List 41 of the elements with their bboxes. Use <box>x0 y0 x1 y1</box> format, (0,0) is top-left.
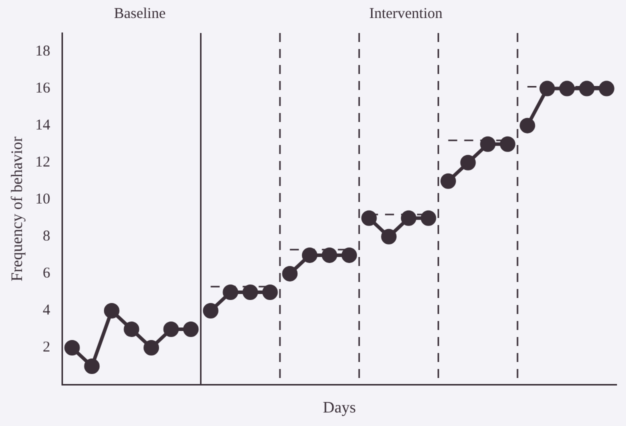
point <box>202 302 218 318</box>
point <box>163 322 179 338</box>
point <box>302 247 318 263</box>
point <box>520 118 536 134</box>
point <box>400 210 416 226</box>
point <box>262 284 278 300</box>
point <box>124 322 140 338</box>
point <box>242 284 258 300</box>
point <box>381 228 397 244</box>
point <box>500 136 516 152</box>
point <box>598 80 614 96</box>
point <box>559 80 575 96</box>
point <box>420 210 436 226</box>
y-axis-title: Frequency of behavior <box>8 136 26 282</box>
point <box>440 173 456 189</box>
y-tick-label: 18 <box>35 43 50 60</box>
y-tick-label: 4 <box>42 302 51 319</box>
point <box>480 136 496 152</box>
point <box>282 266 298 282</box>
point <box>104 302 120 318</box>
y-tick-label: 2 <box>42 340 50 356</box>
text: Intervention <box>369 6 444 22</box>
y-tick-label: 6 <box>42 266 51 282</box>
point <box>460 154 476 170</box>
point <box>222 284 238 300</box>
point <box>183 322 199 338</box>
point <box>539 80 555 96</box>
text: Baseline <box>114 6 166 22</box>
point <box>64 340 80 356</box>
point <box>342 247 357 263</box>
point <box>579 80 595 96</box>
x-axis-title: Days <box>322 400 356 417</box>
y-tick-label: 10 <box>35 192 50 208</box>
y-tick-label: 16 <box>35 80 51 96</box>
point <box>144 340 160 356</box>
point <box>361 210 377 226</box>
y-tick-label: 14 <box>35 118 51 134</box>
point <box>322 247 338 263</box>
y-tick-label: 8 <box>42 228 50 245</box>
y-tick-label: 12 <box>35 154 50 171</box>
point <box>84 358 100 374</box>
